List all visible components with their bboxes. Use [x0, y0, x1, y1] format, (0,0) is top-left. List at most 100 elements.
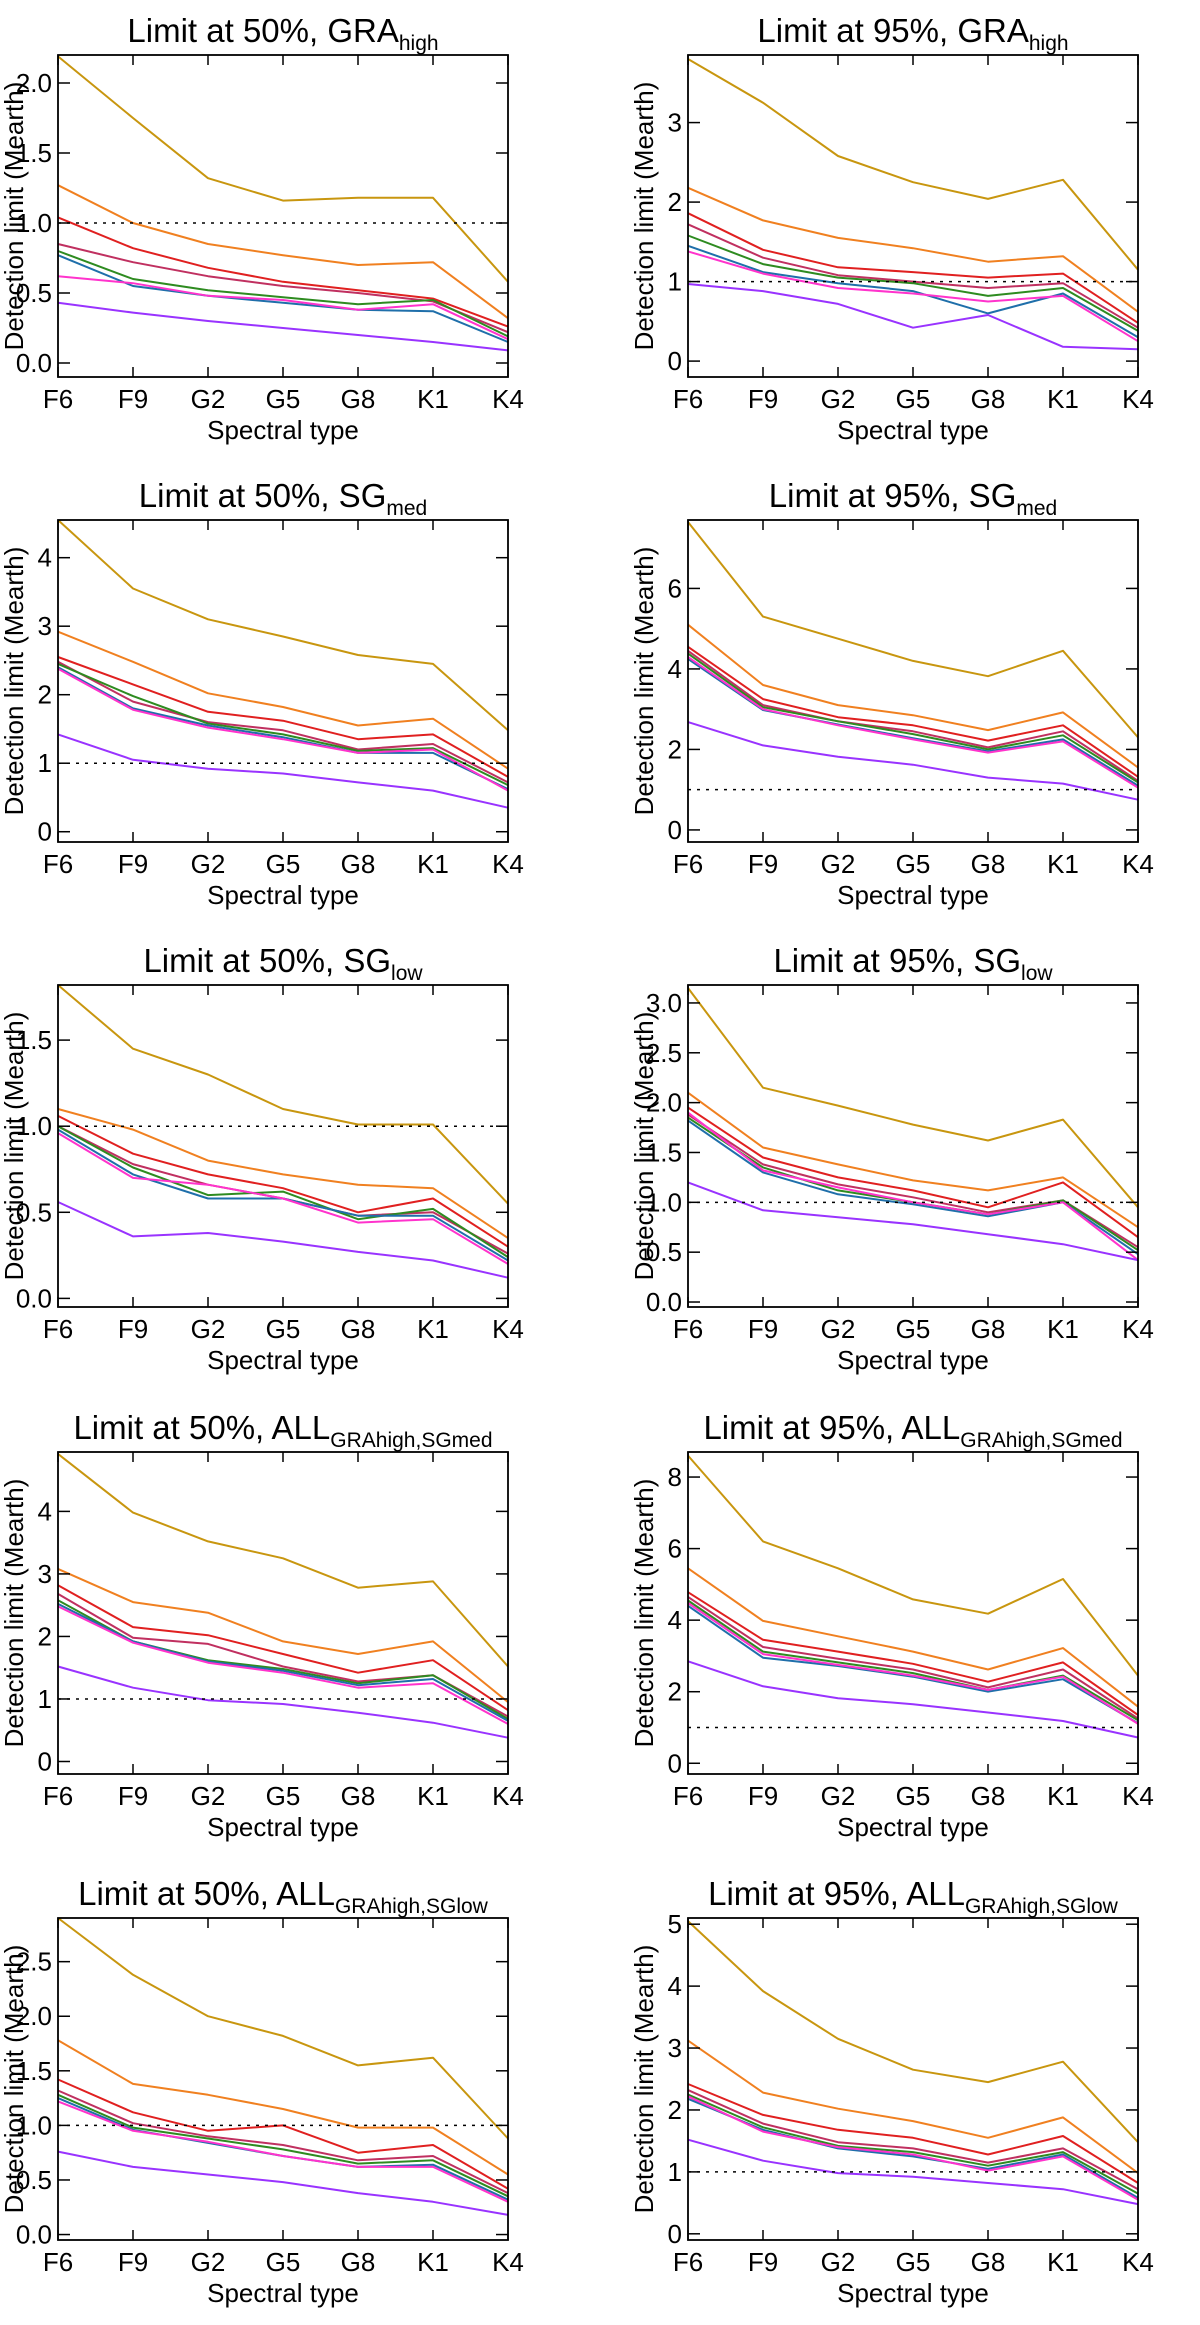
- chart-panel-6: Limit at 95%, SGlow 0.0 0.5 1.0 1.5 2.0 2.5 3.0…: [629, 942, 1154, 1375]
- series-line-s4: [57, 1125, 509, 1255]
- series-line-s8: [57, 2150, 509, 2216]
- chart-title: Limit at 50%, SGmed: [139, 477, 427, 520]
- chart-title: Limit at 95%, ALLGRAhigh,SGmed: [703, 1409, 1122, 1452]
- x-tick-label: G8: [341, 384, 376, 414]
- plot-frame: [687, 984, 1139, 1308]
- y-tick-label: 1.5: [16, 2056, 52, 2086]
- y-tick-label: 1.5: [16, 138, 52, 168]
- y-tick-label: 0.0: [16, 348, 52, 378]
- x-axis-label: Spectral type: [837, 415, 989, 445]
- x-tick-label: F9: [118, 1781, 148, 1811]
- x-tick-label: G5: [896, 849, 931, 879]
- series-line-s2: [57, 2039, 509, 2176]
- y-tick-label: 4: [668, 1971, 682, 2001]
- series-line-s7: [687, 2095, 1139, 2201]
- x-tick-label: F6: [43, 1314, 73, 1344]
- series-line-s7: [57, 667, 509, 792]
- y-tick-label: 2.0: [646, 1088, 682, 1118]
- series-line-s8: [687, 2138, 1139, 2206]
- series-line-s4: [687, 223, 1139, 329]
- x-tick-label: K1: [1047, 384, 1079, 414]
- series-line-s1: [57, 984, 509, 1205]
- y-tick-label: 1.5: [646, 1137, 682, 1167]
- chart-title-subscript: med: [1016, 497, 1057, 520]
- x-tick-label: K4: [492, 1314, 524, 1344]
- chart-title: Limit at 50%, ALLGRAhigh,SGmed: [73, 1409, 492, 1452]
- y-tick-label: 2.0: [16, 68, 52, 98]
- x-tick-label: F9: [118, 1314, 148, 1344]
- y-tick-label: 3: [38, 1559, 52, 1589]
- y-axis-label: Detection limit (Mearth): [629, 82, 659, 351]
- y-axis-label: Detection limit (Mearth): [0, 1012, 29, 1281]
- x-tick-label: G2: [821, 1781, 856, 1811]
- series-line-s3: [687, 2083, 1139, 2184]
- chart-title-subscript: low: [391, 962, 423, 985]
- chart-title-main: Limit at 50%, SG: [139, 477, 387, 514]
- series-line-s3: [687, 645, 1139, 778]
- x-tick-label: F9: [748, 2247, 778, 2277]
- x-tick-label: F9: [118, 849, 148, 879]
- series-line-s6: [57, 666, 509, 791]
- series-line-s1: [687, 1920, 1139, 2143]
- chart-title-subscript: med: [386, 497, 427, 520]
- y-tick-label: 6: [668, 1534, 682, 1564]
- series-line-s8: [57, 1201, 509, 1279]
- x-tick-label: K1: [1047, 2247, 1079, 2277]
- chart-title: Limit at 95%, GRAhigh: [757, 12, 1068, 55]
- x-tick-label: F6: [43, 1781, 73, 1811]
- y-tick-label: 2: [38, 1621, 52, 1651]
- series-line-s2: [687, 2039, 1139, 2174]
- series-line-s6: [687, 1604, 1139, 1725]
- x-axis-label: Spectral type: [207, 880, 359, 910]
- x-tick-label: F6: [673, 1781, 703, 1811]
- chart-title-subscript: GRAhigh,SGmed: [330, 1429, 492, 1452]
- series-line-s8: [687, 1660, 1139, 1739]
- chart-title-main: Limit at 50%, SG: [143, 942, 391, 979]
- x-tick-label: G8: [971, 2247, 1006, 2277]
- x-tick-label: K4: [492, 2247, 524, 2277]
- y-axis-label: Detection limit (Mearth): [629, 1479, 659, 1748]
- x-axis-label: Spectral type: [837, 880, 989, 910]
- y-tick-label: 4: [38, 1496, 52, 1526]
- series-line-s7: [57, 275, 509, 341]
- series-line-s4: [57, 243, 509, 334]
- series-line-s5: [57, 1125, 509, 1258]
- x-tick-label: K1: [1047, 1314, 1079, 1344]
- x-tick-label: G5: [266, 384, 301, 414]
- x-tick-label: K4: [1122, 1781, 1154, 1811]
- chart-title: Limit at 95%, SGlow: [773, 942, 1053, 985]
- series-line-s1: [687, 521, 1139, 739]
- x-tick-label: G2: [191, 849, 226, 879]
- x-tick-label: G2: [821, 2247, 856, 2277]
- y-tick-label: 1.0: [16, 208, 52, 238]
- y-tick-label: 0: [668, 2219, 682, 2249]
- y-tick-label: 6: [668, 573, 682, 603]
- x-tick-label: K1: [417, 1314, 449, 1344]
- y-tick-label: 0.5: [16, 1197, 52, 1227]
- y-axis-label: Detection limit (Mearth): [0, 1479, 29, 1748]
- y-tick-label: 3.0: [646, 988, 682, 1018]
- y-axis-label: Detection limit (Mearth): [629, 1012, 659, 1281]
- chart-panel-8: Limit at 95%, ALLGRAhigh,SGmed 0 2 4 6 8 F6 F9 G…: [629, 1409, 1154, 1842]
- x-tick-label: F6: [43, 849, 73, 879]
- series-line-s8: [57, 1665, 509, 1739]
- series-line-s2: [687, 623, 1139, 769]
- chart-panel-2: Limit at 95%, GRAhigh 0 1 2 3 F6 F9 G2 G5 G8 K1 K4 S…: [629, 12, 1154, 445]
- series-line-s7: [57, 2100, 509, 2203]
- y-tick-label: 1.0: [16, 2110, 52, 2140]
- series-line-s3: [57, 216, 509, 328]
- x-tick-label: K4: [492, 849, 524, 879]
- x-tick-label: F6: [673, 2247, 703, 2277]
- chart-panel-9: Limit at 50%, ALLGRAhigh,SGlow 0.0 0.5 1.0 1…: [0, 1875, 524, 2308]
- y-tick-label: 0: [38, 817, 52, 847]
- x-tick-label: F6: [673, 1314, 703, 1344]
- series-line-s1: [687, 58, 1139, 271]
- x-tick-label: G5: [896, 1781, 931, 1811]
- series-line-s3: [57, 1584, 509, 1712]
- x-tick-label: G8: [971, 384, 1006, 414]
- x-tick-label: F9: [748, 384, 778, 414]
- y-tick-label: 2: [668, 2095, 682, 2125]
- chart-title: Limit at 50%, ALLGRAhigh,SGlow: [78, 1875, 489, 1918]
- series-line-s6: [687, 2097, 1139, 2199]
- series-line-s1: [687, 1454, 1139, 1677]
